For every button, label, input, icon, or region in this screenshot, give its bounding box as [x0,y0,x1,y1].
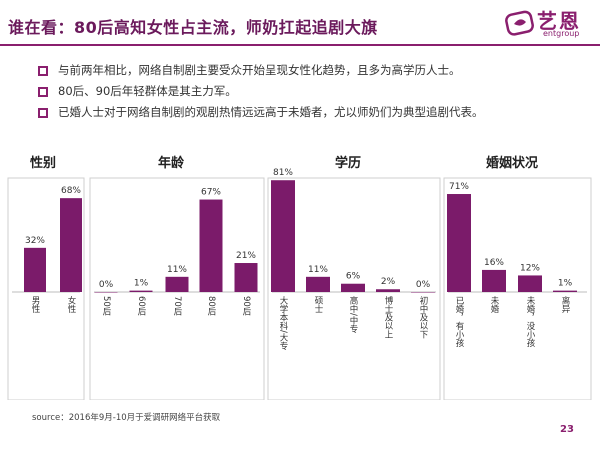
age-bar [129,290,153,292]
education-value-label: 0% [416,280,431,290]
marital-category-label: 已婚，有小孩 [454,296,464,348]
education-category-label: 博士及以上 [383,295,393,338]
gender-category-label: 女性 [66,295,76,314]
education-bar [411,292,435,293]
education-category-label: 初中及以下 [418,295,428,339]
marital-chart-title: 婚姻状况 [486,156,539,171]
education-value-label: 2% [381,277,396,287]
marital-bar [482,269,506,292]
marital-value-label: 16% [484,258,504,268]
logo-mark-icon [505,10,534,36]
title-underline [0,44,600,46]
page-title: 谁在看：80后高知女性占主流，师奶扛起追剧大旗 [8,18,378,37]
demographics-charts: 32% 男性 68% 女性 0% 50后 1% 60后 11% 70后 67% 80后 21% 90后 81… [7,168,592,400]
education-category-label: 大学本科/大专 [278,295,288,350]
age-category-label: 70后 [172,296,182,316]
age-chart-title: 年龄 [158,156,185,171]
marital-chart-panel [443,177,592,400]
list-item: 与前两年相比，网络自制剧主要受众开始呈现女性化趋势，且多为高学历人士。 [38,60,578,81]
gender-bar [60,198,82,292]
marital-value-label: 1% [558,279,573,289]
marital-category-label: 未婚 [489,295,499,314]
age-value-label: 0% [99,280,114,290]
brand-logo: 艺恩 entgroup [505,5,595,41]
age-bar [94,292,118,293]
marital-bar [518,275,542,292]
education-value-label: 11% [308,265,328,275]
age-bar [234,263,258,292]
square-bullet-icon [38,87,48,97]
education-bar [306,276,330,292]
key-findings-list: 与前两年相比，网络自制剧主要受众开始呈现女性化趋势，且多为高学历人士。 80后、… [38,60,578,123]
marital-value-label: 71% [449,182,469,192]
bullet-text: 与前两年相比，网络自制剧主要受众开始呈现女性化趋势，且多为高学历人士。 [58,63,461,77]
list-item: 已婚人士对于网络自制剧的观剧热情远远高于未婚者，尤以师奶们为典型追剧代表。 [38,102,578,123]
gender-chart-title: 性别 [30,156,57,171]
marital-category-label: 离异 [560,295,570,314]
education-value-label: 81% [273,168,293,178]
marital-bar [553,290,577,292]
bullet-text: 已婚人士对于网络自制剧的观剧热情远远高于未婚者，尤以师奶们为典型追剧代表。 [58,105,484,119]
logo-brand-text: 艺恩 [537,9,581,33]
source-note: source：2016年9月-10月于爱调研网络平台获取 [32,413,221,423]
education-value-label: 6% [346,272,361,282]
education-bar [376,289,400,292]
age-value-label: 67% [201,188,221,198]
age-category-label: 80后 [206,296,216,316]
gender-value-label: 68% [61,186,81,196]
marital-bar [447,194,471,292]
age-category-label: 90后 [241,296,251,316]
education-category-label: 硕士 [313,296,323,313]
list-item: 80后、90后年轻群体是其主力军。 [38,81,578,102]
age-bar [199,199,223,292]
gender-value-label: 32% [25,236,45,246]
age-chart-panel [89,177,265,400]
square-bullet-icon [38,66,48,76]
age-value-label: 11% [167,265,187,275]
age-category-label: 50后 [101,296,111,316]
age-category-label: 60后 [136,296,146,316]
page-number: 23 [560,424,574,435]
age-bar [165,276,189,292]
education-chart-title: 学历 [335,156,362,171]
square-bullet-icon [38,108,48,118]
gender-chart-panel [7,177,85,400]
education-category-label: 高中/中专 [348,295,358,333]
gender-category-label: 男性 [30,296,40,314]
logo-sub-text: entgroup [543,29,580,38]
age-value-label: 21% [236,251,256,261]
marital-category-label: 未婚，没小孩 [525,295,535,348]
education-chart-panel [267,177,441,400]
gender-bar [24,247,46,292]
age-value-label: 1% [134,279,149,289]
bullet-text: 80后、90后年轻群体是其主力军。 [58,84,237,98]
marital-value-label: 12% [520,263,540,273]
education-bar [341,283,365,292]
education-bar [271,180,295,292]
